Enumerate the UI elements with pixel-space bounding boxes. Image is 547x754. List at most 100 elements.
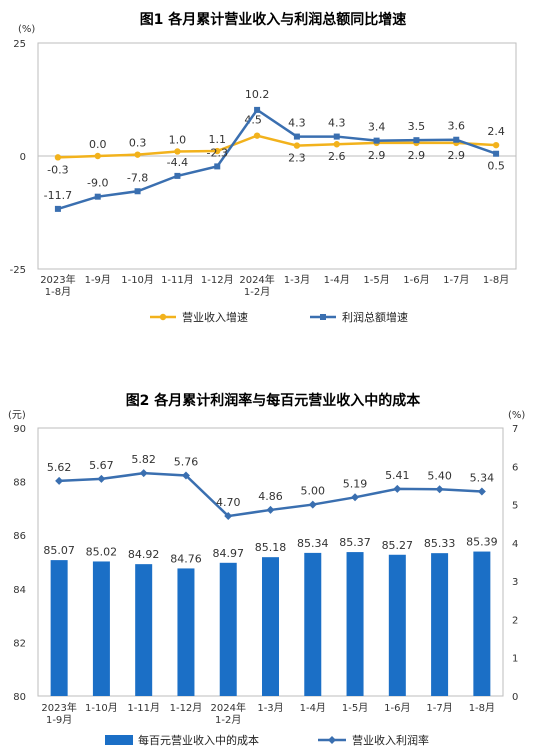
chart-1-y-unit: (%) — [18, 24, 35, 35]
chart-2-x-tick-label: 1-6月 — [384, 702, 410, 714]
chart-2-line-label: 5.67 — [89, 459, 114, 472]
chart-2-y-unit-right: (%) — [508, 410, 525, 421]
chart-2-y-tick-label-right: 1 — [512, 654, 518, 665]
chart-2-x-tick-label: 1-8月 — [469, 702, 495, 714]
chart-1-x-tick-label: 2023年 — [40, 273, 75, 286]
chart-1-x-tick-label: 1-11月 — [161, 274, 194, 286]
chart-1-series-line-2 — [57, 108, 497, 211]
chart-1-point — [254, 106, 261, 113]
chart-1-data-label: 2.3 — [288, 152, 306, 165]
chart-1-series-line-1 — [57, 134, 497, 159]
chart-2-y-tick-label-right: 0 — [512, 692, 518, 703]
chart-1-data-label: -7.8 — [127, 171, 148, 184]
chart-2-point — [224, 512, 233, 521]
chart-1-data-label: -4.4 — [167, 156, 188, 169]
chart-2-x-tick-label: 1-10月 — [85, 702, 118, 714]
chart-1-point — [174, 148, 181, 155]
chart-2-bar-label: 85.39 — [466, 536, 498, 549]
chart-2-bar — [346, 552, 364, 696]
chart-2-bar — [135, 564, 153, 696]
chart-2-bar — [388, 554, 406, 696]
chart-1-data-label: -0.3 — [47, 163, 68, 176]
chart-1-point — [94, 193, 101, 200]
chart-1-point — [453, 136, 460, 143]
chart-1-point — [214, 163, 221, 170]
chart-1-legend-label: 利润总额增速 — [342, 310, 408, 324]
chart-1-point — [413, 137, 420, 144]
chart-2-x-tick-label: 1-4月 — [300, 702, 326, 714]
chart-1-point — [333, 133, 340, 140]
chart-1-data-label: 0.0 — [89, 138, 107, 151]
chart-1-legend-label: 营业收入增速 — [182, 310, 248, 324]
chart-1-point — [214, 147, 221, 155]
chart-2-bar — [304, 552, 322, 696]
chart-2-point — [308, 500, 317, 509]
chart-1-data-label: 4.3 — [328, 117, 346, 130]
chart-2-line-label: 5.34 — [470, 472, 495, 485]
chart-2-y-tick-label-left: 82 — [13, 638, 26, 649]
chart-2-x-tick-label: 1-9月 — [46, 714, 72, 726]
chart-1-point — [293, 133, 300, 140]
chart-2-line-label: 5.40 — [427, 469, 452, 482]
chart-2-y-tick-label-left: 84 — [13, 585, 26, 596]
chart-1-point — [293, 142, 301, 149]
chart-2-legend-marker — [328, 736, 336, 744]
chart-1-x-tick-label: 1-4月 — [324, 274, 350, 286]
chart-2-legend-swatch — [105, 735, 133, 745]
chart-2-x-tick-label: 1-12月 — [170, 702, 203, 714]
chart-2-point — [266, 505, 275, 514]
chart-2-point — [181, 471, 190, 480]
chart-2-bar-label: 84.76 — [170, 552, 202, 565]
chart-1-x-tick-label: 1-12月 — [201, 274, 234, 286]
chart-2-bar-label: 85.37 — [339, 536, 371, 549]
chart-1-point — [333, 141, 340, 148]
chart-1-legend-marker — [159, 313, 167, 321]
chart-2-point — [55, 476, 64, 485]
chart-2-x-tick-label: 1-3月 — [257, 702, 283, 714]
chart-1-y-tick-label: 0 — [20, 152, 26, 163]
chart-2-y-tick-label-right: 4 — [512, 539, 518, 550]
chart-1-data-label: 0.3 — [129, 137, 147, 150]
chart-2-bar-label: 85.02 — [86, 545, 118, 558]
chart-1-point — [134, 188, 141, 195]
chart-1-x-tick-label: 2024年 — [239, 273, 274, 286]
chart-2-y-tick-label-left: 86 — [13, 531, 26, 542]
chart-2-y-tick-label-right: 6 — [512, 462, 518, 473]
chart-2-x-tick-label: 1-5月 — [342, 702, 368, 714]
chart-1-point — [54, 205, 61, 212]
chart-1-x-tick-label: 1-5月 — [363, 274, 389, 286]
chart-2: 图2 各月累计利润率与每百元营业收入中的成本 (元) (%) 90 88 86 84 8… — [8, 392, 525, 747]
chart-2-line-label: 5.82 — [131, 453, 156, 466]
chart-2-x-tick-label: 1-11月 — [127, 702, 160, 714]
chart-2-point — [393, 484, 402, 493]
chart-2-x-tick-label: 1-2月 — [215, 714, 241, 726]
chart-1-x-tick-label: 1-2月 — [244, 286, 270, 298]
chart-2-y-tick-label-right: 2 — [512, 615, 518, 626]
chart-2-line-label: 4.70 — [216, 496, 241, 509]
chart-1-x-tick-label: 1-3月 — [284, 274, 310, 286]
chart-2-x-tick-label: 1-7月 — [426, 702, 452, 714]
chart-2-bar-label: 84.97 — [212, 547, 244, 560]
chart-2-bar — [50, 560, 68, 696]
chart-1-point — [54, 154, 62, 161]
chart-1-data-label: -9.0 — [87, 177, 108, 190]
chart-2-bar — [262, 557, 279, 696]
chart-2-y-tick-label-left: 90 — [13, 424, 26, 435]
chart-1-data-label: 2.9 — [368, 149, 386, 162]
chart-2-point — [351, 493, 360, 502]
chart-1-title: 图1 各月累计营业收入与利润总额同比增速 — [140, 11, 407, 28]
chart-1-legend-marker — [320, 314, 326, 320]
chart-1-data-label: 3.6 — [448, 120, 466, 133]
chart-2-legend-label: 营业收入利润率 — [352, 733, 429, 747]
chart-1-x-tick-label: 1-6月 — [403, 274, 429, 286]
chart-1-data-label: 2.9 — [408, 149, 426, 162]
chart-2-bar-label: 85.07 — [43, 544, 75, 557]
chart-1-data-label: 2.4 — [487, 125, 505, 138]
chart-1-x-tick-label: 1-9月 — [85, 274, 111, 286]
chart-2-bar-label: 85.33 — [424, 537, 456, 550]
chart-1-point — [94, 152, 101, 160]
chart-2-point — [477, 487, 486, 496]
chart-2-y-tick-label-left: 88 — [13, 478, 26, 489]
chart-1-x-tick-label: 1-10月 — [121, 274, 154, 286]
chart-2-y-tick-label-left: 80 — [13, 692, 26, 703]
